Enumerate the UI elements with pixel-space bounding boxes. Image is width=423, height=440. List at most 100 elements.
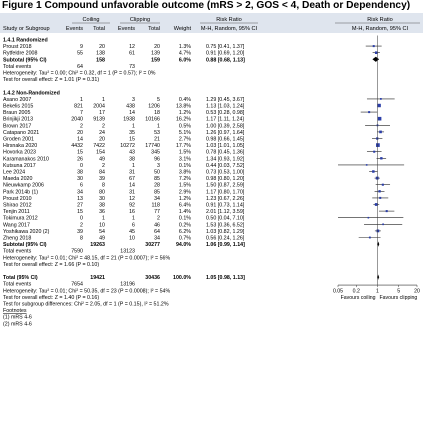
row-label-footnote: (2) mRS 4-6 [3,321,32,327]
effect-marker [372,170,375,173]
row-label-study: Kutsuna 2017 [3,163,36,169]
cell-weight: 2.7% [179,137,191,143]
cell-risk-ratio-ci: 1.06 [0.99, 1.14] [206,242,245,248]
cell-risk-ratio-ci: 0.98 [0.66, 1.45] [206,137,245,143]
cell-total-clipping: 2 [157,216,160,222]
cell-events-coiling: 15 [77,150,83,156]
cell-risk-ratio-ci: 0.78 [0.45, 1.36] [206,150,245,156]
cell-weight: 0.1% [179,163,191,169]
cell-weight: 1.5% [179,150,191,156]
cell-events-coiling: 20 [77,130,83,136]
cell-events-coiling: 39 [77,229,83,235]
cell-events-coiling: 38 [77,170,83,176]
cell-total-coiling: 24 [99,130,105,136]
cell-weight: 6.4% [179,203,191,209]
cell-total-clipping: 50 [154,170,160,176]
cell-risk-ratio-ci: 0.88 [0.68, 1.13] [206,57,245,63]
cell-risk-ratio-ci: 0.91 [0.69, 1.20] [206,51,245,57]
header-coiling: Coiling [82,17,99,23]
effect-marker [367,216,370,219]
row-label-study: Maeda 2020 [3,176,33,182]
row-label-group: 1.4.1 Randomized [3,38,48,44]
effect-marker [379,196,382,199]
effect-marker [365,164,368,166]
header-risk-ratio-right: Risk Ratio [367,17,393,23]
cell-total-coiling: 38 [99,203,105,209]
cell-total-coiling: 49 [99,236,105,242]
cell-risk-ratio-ci: 1.03 [0.82, 1.29] [206,229,245,235]
row-label-study: Hirsnaka 2020 [3,143,37,149]
cell-risk-ratio-ci: 1.26 [0.97, 1.64] [206,130,245,136]
row-label-note: Test for overall effect: Z = 1.40 (P = 0… [3,295,99,301]
cell-total-clipping: 1206 [148,104,160,110]
row-label-study: Rytfeldre 2008 [3,51,38,57]
row-label-note: Heterogeneity: Tau² = 0.01; Chi² = 48.15… [3,255,170,261]
cell-events-clipping: 438 [126,104,135,110]
row-label-footnote: (1) mRS 4-6 [3,315,32,321]
cell-events-clipping: 15 [129,137,135,143]
header-method-right: M-H, Random, 95% CI [352,26,409,32]
cell-events-clipping: 10272 [120,143,135,149]
row-label-study: Park 2014b (1) [3,189,38,195]
effect-marker [381,183,384,186]
cell-total-coiling: 36 [99,209,105,215]
cell-events-coiling: 7590 [71,249,83,255]
cell-risk-ratio-ci: 1.34 [0.93, 1.92] [206,156,245,162]
row-label-note: Total events [3,249,32,255]
cell-events-clipping: 16 [129,209,135,215]
x-tick-label: 1 [376,289,379,295]
cell-events-coiling: 821 [74,104,83,110]
cell-total-clipping: 30436 [145,275,160,281]
cell-events-coiling: 0 [80,216,83,222]
cell-total-clipping: 34 [154,236,160,242]
cell-risk-ratio-ci: 0.75 [0.41, 1.37] [206,44,245,50]
cell-events-coiling: 34 [77,189,83,195]
header-events-coiling: Events [66,26,83,32]
cell-events-coiling: 4432 [71,143,83,149]
row-label-subtotal: Subtotal (95% CI) [3,57,47,63]
cell-total-clipping: 77 [154,209,160,215]
cell-events-clipping: 1 [132,123,135,129]
cell-events-coiling: 30 [77,176,83,182]
cell-risk-ratio-ci: 1.05 [0.98, 1.13] [206,275,245,281]
row-label-note: Heterogeneity: Tau² = 0.01; Chi² = 50.35… [3,288,170,294]
x-tick-label: 20 [414,289,420,295]
cell-events-clipping: 45 [129,229,135,235]
cell-events-clipping: 38 [129,156,135,162]
cell-total-coiling: 1 [102,216,105,222]
x-tick-label: 5 [397,289,400,295]
cell-weight: 1.4% [179,209,191,215]
row-label-study: Brown 2017 [3,123,31,129]
cell-weight: 0.2% [179,222,191,228]
row-label-note: Test for subgroup differences: Chi² = 2.… [3,302,169,308]
cell-total-clipping: 53 [154,130,160,136]
cell-risk-ratio-ci: 1.29 [0.45, 3.67] [206,97,245,103]
cell-total-coiling: 19421 [90,275,105,281]
row-label-note: Heterogeneity: Tau² = 0.00; Chi² = 0.32,… [3,71,156,77]
cell-events-clipping: 13196 [120,282,135,288]
header-events-clipping: Events [118,26,135,32]
row-label-group: 1.4.2 Non-Randomized [3,90,60,96]
cell-events-clipping: 31 [129,170,135,176]
cell-events-coiling: 14 [77,137,83,143]
row-label-study: Proust 2018 [3,44,32,50]
cell-total-clipping: 159 [151,57,160,63]
row-label-study: Hovorka 2023 [3,150,36,156]
cell-total-clipping: 30277 [145,242,160,248]
cell-risk-ratio-ci: 0.98 [0.80, 1.20] [206,176,245,182]
header-study: Study or Subgroup [3,26,50,32]
pooled-diamond [377,241,380,247]
header-weight: Weight [174,26,192,32]
cell-weight: 6.0% [179,57,191,63]
effect-marker [382,223,384,226]
cell-risk-ratio-ci: 1.53 [0.36, 6.52] [206,222,245,228]
cell-events-clipping: 1938 [123,117,135,123]
cell-total-coiling: 20 [99,44,105,50]
cell-risk-ratio-ci: 1.23 [0.67, 2.26] [206,196,245,202]
cell-total-clipping: 5 [157,97,160,103]
cell-events-clipping: 13123 [120,249,135,255]
cell-weight: 6.2% [179,229,191,235]
cell-weight: 13.8% [176,104,191,110]
cell-total-coiling: 7422 [93,143,105,149]
cell-total-coiling: 9139 [93,117,105,123]
